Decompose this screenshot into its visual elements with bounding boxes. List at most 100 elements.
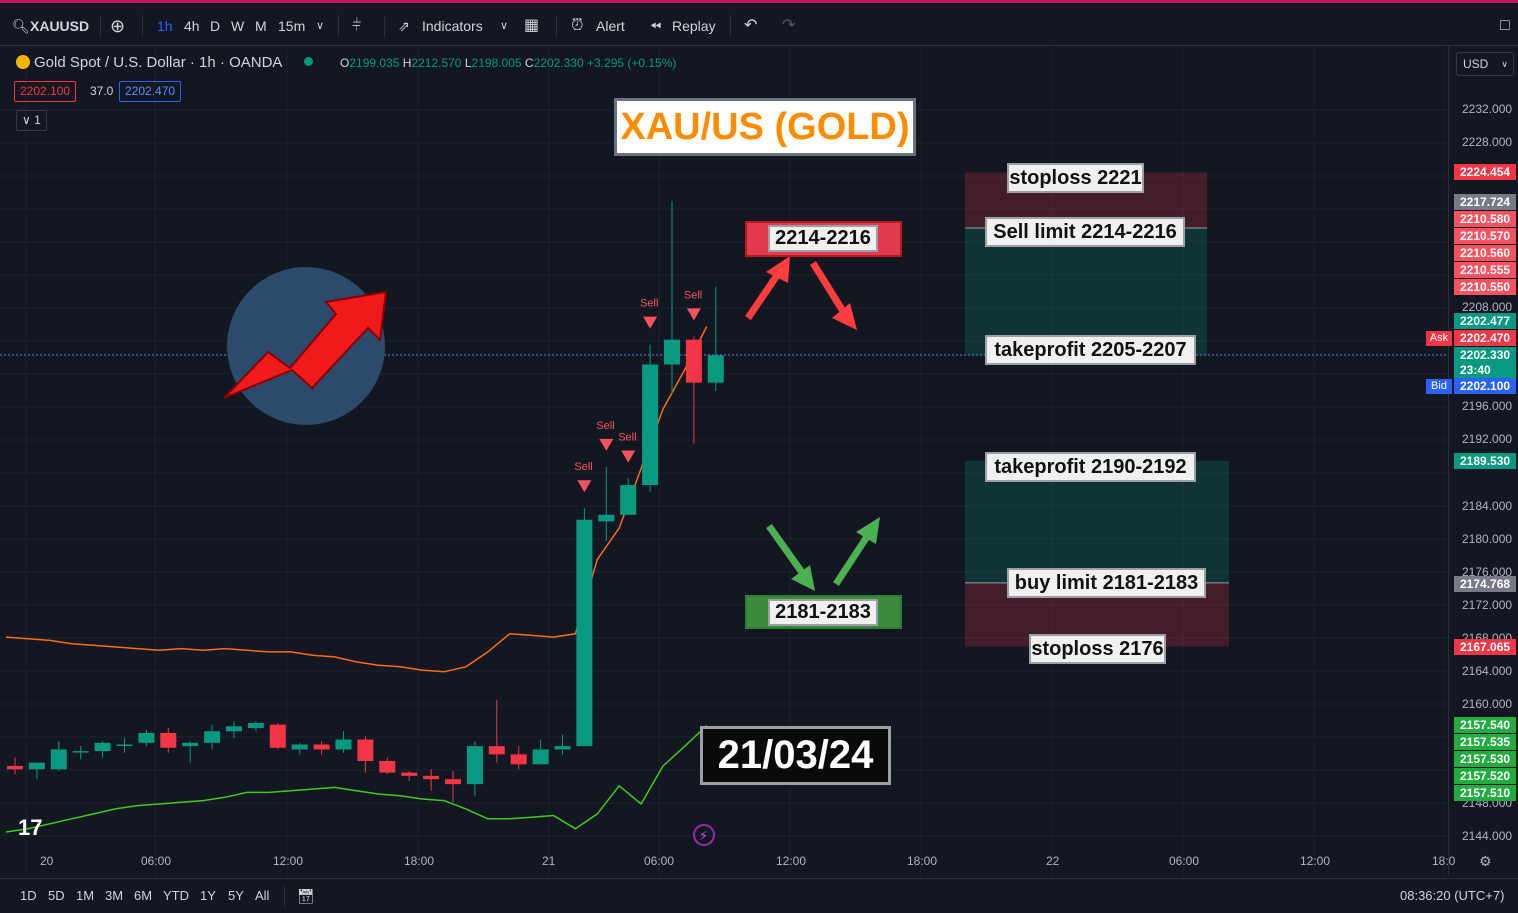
- interval-4h[interactable]: 4h: [184, 18, 200, 34]
- grid: [0, 46, 1448, 876]
- redo-icon[interactable]: ↷: [782, 17, 796, 34]
- fullscreen-icon[interactable]: □: [1500, 17, 1510, 34]
- price-label: 2210.570: [1454, 228, 1516, 244]
- range-1m[interactable]: 1M: [76, 888, 95, 903]
- date-label[interactable]: 21/03/24: [700, 726, 891, 785]
- sell-signal-label: Sell: [684, 289, 702, 301]
- chevron-down-icon: ∨: [22, 113, 35, 127]
- interval-m[interactable]: M: [255, 18, 267, 34]
- collapse-indicators-button[interactable]: ∨ 1: [16, 110, 47, 131]
- price-label: 2167.065: [1454, 639, 1516, 655]
- range-ytd[interactable]: YTD: [163, 888, 189, 903]
- range-6m[interactable]: 6M: [134, 888, 153, 903]
- candle: [445, 779, 461, 785]
- indicator-count: 1: [34, 113, 41, 127]
- candle: [707, 355, 724, 383]
- price-tick: 2192.000: [1462, 432, 1513, 447]
- rewind-icon[interactable]: ⏪︎: [650, 18, 662, 34]
- price-label: 2157.510: [1454, 785, 1516, 801]
- top-toolbar: 🔍︎ XAUUSD ⊕ 1h 4h D W M 15m ∨ ⫩ ⇗ Indica…: [0, 0, 1518, 46]
- market-open-icon: [303, 57, 313, 66]
- indicators-icon[interactable]: ⇗: [398, 18, 410, 34]
- sell-signal-icon: [643, 316, 658, 329]
- price-tick: 2232.000: [1462, 102, 1513, 116]
- chevron-down-icon[interactable]: ∨: [316, 20, 325, 32]
- sell-signal-icon: [686, 308, 701, 321]
- alarm-clock-icon[interactable]: ⏰︎: [571, 17, 584, 34]
- interval-w[interactable]: W: [231, 18, 245, 34]
- currency-value: USD: [1463, 57, 1489, 71]
- sell-zone-label[interactable]: 2214-2216: [768, 225, 878, 252]
- layouts-grid-icon[interactable]: ▦: [524, 17, 540, 34]
- candle: [510, 754, 527, 765]
- symbol-search-button[interactable]: XAUUSD: [30, 18, 90, 34]
- time-tick: 06:00: [644, 854, 675, 868]
- price-label: 2210.560: [1454, 245, 1516, 261]
- headline-box[interactable]: XAU/US (GOLD): [614, 98, 916, 156]
- range-1y[interactable]: 1Y: [200, 888, 216, 903]
- sell-signal-icon: [599, 438, 614, 451]
- price-label: 2224.454: [1454, 164, 1516, 180]
- time-tick: 18:0: [1432, 854, 1456, 868]
- tradingview-logo-icon: 17: [18, 815, 42, 840]
- time-tick: 22: [1046, 854, 1060, 868]
- time-tick: 21: [542, 854, 556, 868]
- search-icon[interactable]: 🔍︎: [12, 18, 30, 34]
- change-value: +3.295 (+0.15%): [587, 56, 677, 70]
- buy-zone-label[interactable]: 2181-2183: [768, 599, 878, 626]
- buy-limit-label[interactable]: buy limit 2181-2183: [1007, 568, 1206, 598]
- indicators-button[interactable]: Indicators: [422, 18, 483, 34]
- sell-signal-label: Sell: [596, 420, 614, 432]
- open-value: 2199.035: [349, 56, 400, 70]
- stoploss-top-label[interactable]: stoploss 2221: [1007, 163, 1144, 193]
- candle: [401, 772, 418, 776]
- alert-button[interactable]: Alert: [596, 18, 625, 34]
- candle: [313, 744, 330, 750]
- price-tick: 2144.000: [1462, 829, 1513, 843]
- currency-select[interactable]: USD ∨: [1456, 52, 1514, 76]
- replay-button[interactable]: Replay: [672, 18, 716, 34]
- candle: [576, 519, 593, 747]
- price-axis[interactable]: [1448, 46, 1518, 876]
- arrow-head-icon: [856, 517, 880, 544]
- sell-limit-label[interactable]: Sell limit 2214-2216: [985, 217, 1185, 247]
- sell-signal-label: Sell: [640, 298, 658, 310]
- buy-price-button[interactable]: 2202.470: [119, 81, 182, 102]
- compare-add-icon[interactable]: ⊕: [110, 16, 126, 36]
- clock-timezone[interactable]: 08:36:20 (UTC+7): [1400, 888, 1505, 903]
- candles-icon[interactable]: ⫩: [352, 17, 362, 34]
- interval-1h[interactable]: 1h: [157, 18, 173, 34]
- sell-signal-label: Sell: [618, 431, 636, 443]
- interval-15m[interactable]: 15m: [278, 18, 306, 34]
- range-5d[interactable]: 5D: [48, 888, 65, 903]
- legend-title[interactable]: Gold Spot / U.S. Dollar · 1h · OANDA: [16, 54, 313, 71]
- arrow-head-icon: [766, 256, 790, 283]
- settings-gear-icon[interactable]: ⚙: [1479, 853, 1492, 869]
- range-3m[interactable]: 3M: [105, 888, 124, 903]
- high-value: 2212.570: [411, 56, 462, 70]
- candle: [466, 746, 483, 785]
- interval-d[interactable]: D: [210, 18, 221, 34]
- range-1d[interactable]: 1D: [20, 888, 37, 903]
- calendar-icon[interactable]: 📅︎: [297, 888, 315, 904]
- divider: [142, 15, 143, 37]
- sell-price-button[interactable]: 2202.100: [14, 81, 77, 102]
- range-all[interactable]: All: [255, 888, 270, 903]
- time-tick: 06:00: [141, 854, 172, 868]
- candle: [685, 339, 702, 383]
- bottom-toolbar: 1D 5D 1M 3M 6M YTD 1Y 5Y All 📅︎ 08:36:20…: [0, 878, 1518, 913]
- candle: [94, 742, 111, 752]
- chevron-down-icon[interactable]: ∨: [500, 20, 509, 32]
- time-tick: 18:00: [404, 854, 435, 868]
- lightning-icon: [693, 824, 715, 846]
- takeprofit-bottom-label[interactable]: takeprofit 2190-2192: [985, 452, 1196, 482]
- candle: [116, 744, 133, 746]
- takeprofit-top-label[interactable]: takeprofit 2205-2207: [985, 335, 1196, 365]
- zone-take-profit: [965, 227, 1207, 356]
- undo-icon[interactable]: ↶: [744, 17, 758, 34]
- sell-signal-label: Sell: [574, 461, 592, 473]
- price-tick: 2180.000: [1462, 531, 1513, 546]
- stoploss-bottom-label[interactable]: stoploss 2176: [1029, 634, 1166, 664]
- symbol-description: Gold Spot / U.S. Dollar · 1h · OANDA: [34, 54, 282, 71]
- range-5y[interactable]: 5Y: [228, 888, 244, 903]
